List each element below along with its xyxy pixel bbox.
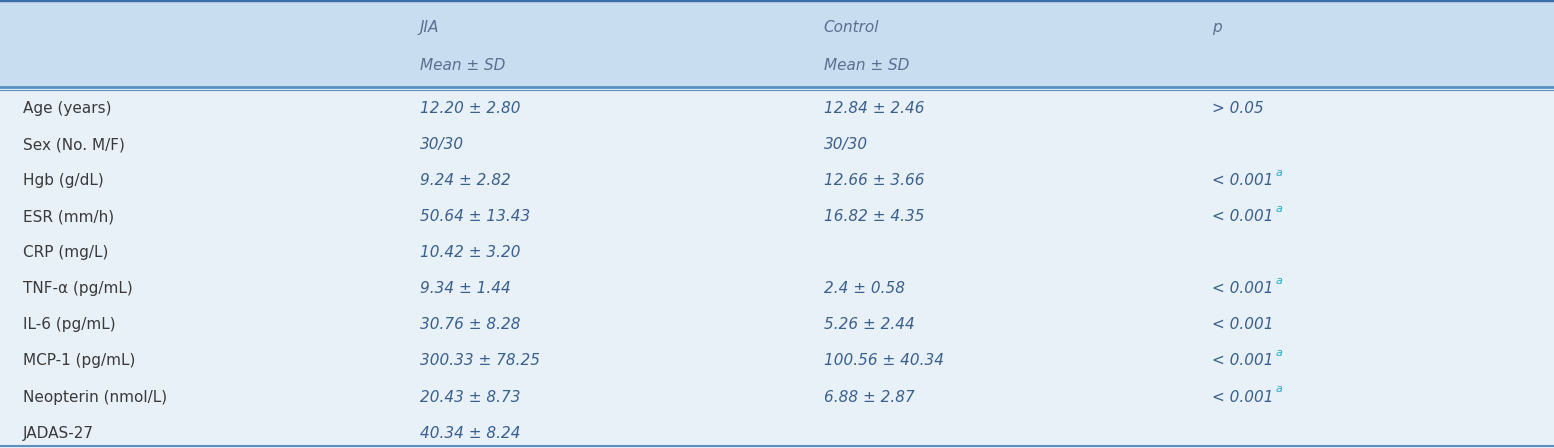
Text: ESR (mm/h): ESR (mm/h) xyxy=(23,209,115,224)
Text: 9.34 ± 1.44: 9.34 ± 1.44 xyxy=(420,281,510,296)
Text: a: a xyxy=(1276,348,1282,358)
Text: 12.20 ± 2.80: 12.20 ± 2.80 xyxy=(420,101,521,116)
Text: < 0.001: < 0.001 xyxy=(1212,318,1274,332)
Text: 12.84 ± 2.46: 12.84 ± 2.46 xyxy=(824,101,925,116)
Text: < 0.001: < 0.001 xyxy=(1212,209,1274,224)
Text: < 0.001: < 0.001 xyxy=(1212,173,1274,188)
Text: 9.24 ± 2.82: 9.24 ± 2.82 xyxy=(420,173,510,188)
Text: 40.34 ± 8.24: 40.34 ± 8.24 xyxy=(420,426,521,440)
Text: 16.82 ± 4.35: 16.82 ± 4.35 xyxy=(824,209,925,224)
Text: 2.4 ± 0.58: 2.4 ± 0.58 xyxy=(824,281,904,296)
Text: < 0.001: < 0.001 xyxy=(1212,390,1274,405)
Text: 30/30: 30/30 xyxy=(420,137,463,152)
Text: Hgb (g/dL): Hgb (g/dL) xyxy=(23,173,104,188)
Text: TNF-α (pg/mL): TNF-α (pg/mL) xyxy=(23,281,134,296)
Text: a: a xyxy=(1276,384,1282,394)
Text: < 0.001: < 0.001 xyxy=(1212,281,1274,296)
Text: 100.56 ± 40.34: 100.56 ± 40.34 xyxy=(824,353,943,368)
Text: 20.43 ± 8.73: 20.43 ± 8.73 xyxy=(420,390,521,405)
Text: p: p xyxy=(1212,20,1221,35)
Text: 50.64 ± 13.43: 50.64 ± 13.43 xyxy=(420,209,530,224)
Text: 5.26 ± 2.44: 5.26 ± 2.44 xyxy=(824,318,914,332)
Text: Mean ± SD: Mean ± SD xyxy=(420,58,505,73)
Text: Sex (No. M/F): Sex (No. M/F) xyxy=(23,137,126,152)
Text: a: a xyxy=(1276,276,1282,286)
Text: Mean ± SD: Mean ± SD xyxy=(824,58,909,73)
Text: IL-6 (pg/mL): IL-6 (pg/mL) xyxy=(23,318,117,332)
Text: JADAS-27: JADAS-27 xyxy=(23,426,95,440)
Text: MCP-1 (pg/mL): MCP-1 (pg/mL) xyxy=(23,353,135,368)
Text: 10.42 ± 3.20: 10.42 ± 3.20 xyxy=(420,246,521,260)
Text: 30/30: 30/30 xyxy=(824,137,867,152)
Text: CRP (mg/L): CRP (mg/L) xyxy=(23,246,109,260)
Text: a: a xyxy=(1276,168,1282,178)
Text: JIA: JIA xyxy=(420,20,438,35)
Text: 6.88 ± 2.87: 6.88 ± 2.87 xyxy=(824,390,914,405)
Text: Age (years): Age (years) xyxy=(23,101,112,116)
Text: 30.76 ± 8.28: 30.76 ± 8.28 xyxy=(420,318,521,332)
Text: > 0.05: > 0.05 xyxy=(1212,101,1263,116)
Text: 12.66 ± 3.66: 12.66 ± 3.66 xyxy=(824,173,925,188)
Text: 300.33 ± 78.25: 300.33 ± 78.25 xyxy=(420,353,539,368)
Bar xyxy=(0,0,1554,87)
Text: Control: Control xyxy=(824,20,880,35)
Text: a: a xyxy=(1276,204,1282,214)
Text: Neopterin (nmol/L): Neopterin (nmol/L) xyxy=(23,390,168,405)
Text: < 0.001: < 0.001 xyxy=(1212,353,1274,368)
